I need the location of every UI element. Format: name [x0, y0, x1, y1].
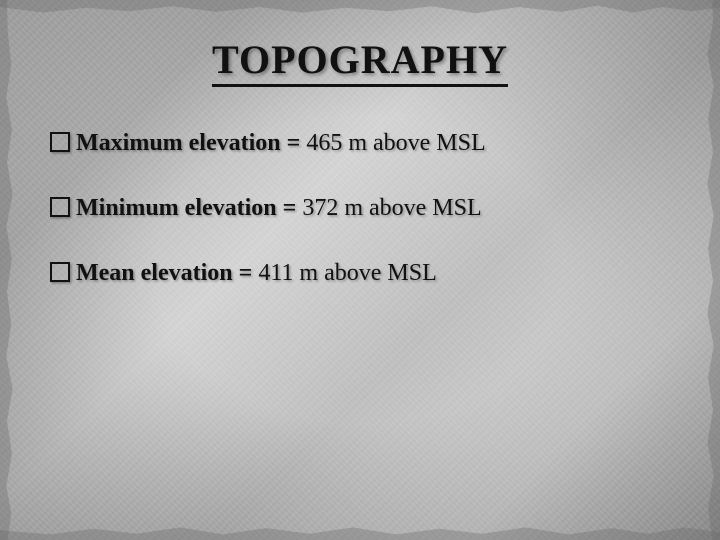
torn-edge-bottom [0, 526, 720, 540]
bullet-item: Minimum elevation = 372 m above MSL [50, 195, 670, 222]
bullet-label: Mean elevation = [76, 260, 258, 286]
bullet-item: Mean elevation = 411 m above MSL [50, 260, 670, 287]
bullet-value: 411 m above MSL [258, 260, 436, 286]
torn-edge-top [0, 0, 720, 14]
square-bullet-icon [50, 132, 70, 152]
square-bullet-icon [50, 197, 70, 217]
bullet-list: Maximum elevation = 465 m above MSL Mini… [50, 130, 670, 325]
bullet-value: 465 m above MSL [306, 130, 485, 156]
bullet-item: Maximum elevation = 465 m above MSL [50, 130, 670, 157]
slide-title: TOPOGRAPHY [0, 36, 720, 83]
slide-title-text: TOPOGRAPHY [212, 37, 508, 87]
bullet-value: 372 m above MSL [302, 195, 481, 221]
square-bullet-icon [50, 262, 70, 282]
bullet-label: Minimum elevation = [76, 195, 302, 221]
slide: TOPOGRAPHY Maximum elevation = 465 m abo… [0, 0, 720, 540]
bullet-label: Maximum elevation = [76, 130, 306, 156]
